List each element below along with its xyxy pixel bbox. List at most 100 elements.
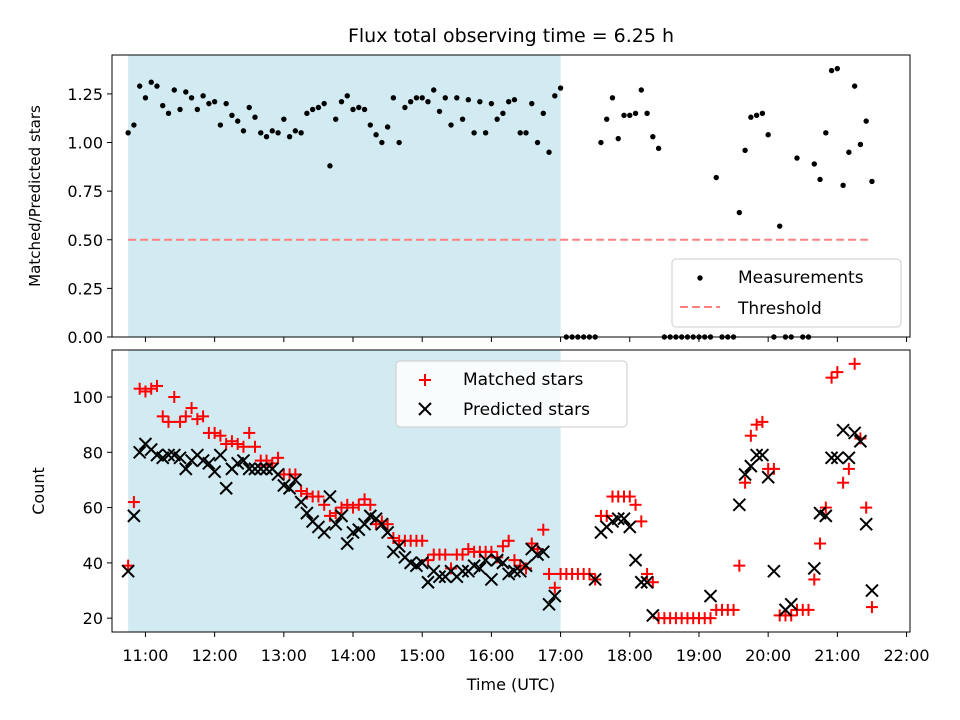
measurement-point — [396, 139, 402, 146]
matched-star-point — [295, 485, 308, 497]
legend-measurements-marker — [697, 275, 703, 281]
x-tick-label: 17:00 — [538, 646, 584, 665]
matched-star-point — [739, 476, 752, 489]
matched-star-point — [842, 462, 855, 475]
matched-star-point — [323, 509, 336, 522]
measurement-point — [200, 93, 206, 99]
predicted-star-point — [623, 520, 637, 534]
top-y-axis-label: Matched/Predicted stars — [26, 105, 44, 287]
measurement-point — [356, 104, 362, 111]
measurement-point — [327, 163, 333, 169]
measurement-point — [811, 161, 817, 167]
matched-star-point — [750, 418, 763, 431]
measurement-point — [604, 116, 610, 122]
y-tick-label: 1.25 — [67, 85, 103, 104]
measurement-point — [627, 112, 633, 118]
measurement-point — [269, 128, 275, 134]
matched-star-point — [825, 371, 838, 384]
x-tick-label: 11:00 — [122, 646, 168, 665]
predicted-star-point — [300, 506, 314, 520]
measurement-point — [523, 130, 529, 136]
matched-star-point — [122, 559, 135, 572]
measurement-point — [384, 124, 391, 130]
measurement-point — [275, 130, 281, 136]
measurement-point — [650, 133, 656, 140]
y-tick-label: 1.00 — [67, 134, 103, 153]
matched-star-point — [508, 554, 521, 567]
predicted-star-point — [767, 564, 781, 578]
predicted-star-point — [807, 561, 821, 576]
predicted-star-point — [127, 509, 141, 523]
measurement-point — [194, 106, 201, 113]
measurement-point — [713, 174, 719, 181]
measurement-point — [188, 95, 195, 101]
measurement-point — [223, 100, 229, 107]
y-tick-label: 20 — [83, 609, 103, 628]
measurement-point — [482, 130, 489, 136]
legend-predicted-marker — [418, 402, 432, 416]
predicted-star-point — [242, 462, 256, 476]
matched-star-point — [456, 548, 469, 561]
matched-star-point — [168, 391, 181, 403]
y-tick-label: 80 — [83, 443, 103, 462]
top-legend: Measurements Threshold — [671, 258, 902, 328]
bottom-x-ticks: 11:00 12:00 13:00 14:00 15:00 16:00 17:00 18:00… — [122, 632, 930, 665]
x-axis-label: Time (UTC) — [466, 675, 555, 694]
measurement-point — [448, 122, 454, 128]
matched-star-point — [237, 440, 250, 453]
measurement-point — [823, 130, 829, 136]
predicted-star-point — [132, 445, 147, 460]
measurement-point — [402, 104, 408, 111]
legend-threshold-label: Threshold — [737, 299, 822, 319]
predicted-star-point — [542, 597, 556, 612]
y-tick-label: 100 — [72, 388, 103, 407]
measurement-point — [298, 130, 304, 136]
predicted-star-point — [254, 462, 268, 476]
measurement-point — [794, 155, 800, 161]
y-tick-label: 60 — [83, 499, 103, 518]
measurement-point — [234, 118, 241, 124]
chart-title: Flux total observing time = 6.25 h — [348, 25, 674, 47]
predicted-star-point — [611, 511, 625, 526]
matched-star-point — [744, 429, 757, 442]
matched-star-point — [727, 603, 740, 616]
matched-star-point — [214, 429, 227, 442]
measurement-point — [598, 139, 604, 146]
predicted-star-point — [259, 462, 274, 476]
measurement-point — [321, 100, 327, 107]
x-tick-label: 13:00 — [261, 646, 307, 665]
matched-star-point — [318, 498, 331, 511]
bottom-axes-frame — [111, 349, 911, 633]
bottom-legend: Matched stars Predicted stars — [395, 360, 628, 428]
predicted-star-point — [842, 451, 856, 465]
measurement-point — [615, 135, 621, 142]
predicted-star-point — [536, 545, 550, 559]
measurement-point — [315, 104, 322, 111]
predicted-star-point — [213, 448, 228, 462]
measurement-point — [344, 93, 350, 99]
predicted-star-point — [496, 556, 510, 570]
legend-matched-marker — [419, 374, 431, 386]
matched-star-point — [341, 498, 354, 511]
matched-star-point — [260, 454, 273, 467]
measurement-point — [828, 67, 835, 74]
matched-star-point — [174, 415, 187, 428]
predicted-star-point — [859, 517, 873, 531]
matched-star-point — [462, 543, 475, 556]
matched-star-point — [808, 573, 821, 586]
predicted-star-point — [784, 597, 798, 612]
predicted-star-point — [703, 589, 718, 603]
predicted-star-point — [179, 462, 193, 476]
x-tick-label: 16:00 — [468, 646, 514, 665]
top-shaded-span — [128, 55, 561, 337]
predicted-star-point — [634, 575, 649, 589]
top-x-ticks — [144, 337, 908, 342]
matched-star-point — [704, 612, 717, 625]
measurement-point — [292, 128, 299, 134]
x-tick-label: 22:00 — [883, 646, 929, 665]
measurement-point — [367, 122, 374, 128]
predicted-star-point — [761, 470, 775, 484]
matched-star-point — [496, 540, 509, 553]
matched-star-point — [767, 462, 780, 475]
